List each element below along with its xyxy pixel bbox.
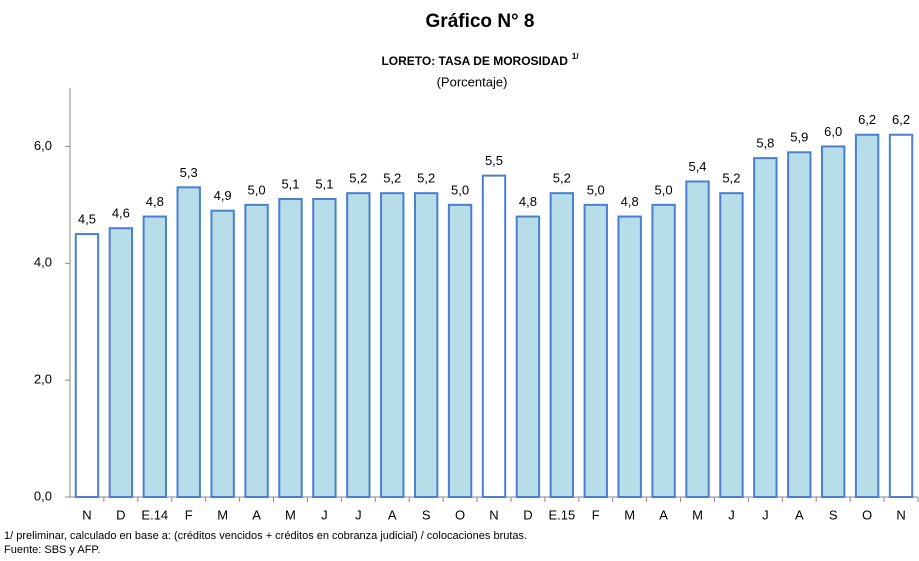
bar — [651, 203, 676, 498]
bar — [481, 174, 507, 498]
bar — [380, 192, 405, 499]
value-label: 4,6 — [112, 206, 130, 221]
x-tick-label: S — [422, 507, 431, 522]
x-tick-label: A — [795, 507, 804, 522]
value-label: 4,8 — [621, 194, 639, 209]
value-label: 5,1 — [281, 176, 299, 191]
x-tick-label: S — [829, 507, 838, 522]
value-label: 4,5 — [78, 212, 96, 227]
bar — [821, 145, 846, 499]
bar — [244, 203, 269, 498]
footnote: Fuente: SBS y AFP. — [4, 544, 100, 556]
footnote: 1/ preliminar, calculado en base a: (cré… — [4, 530, 527, 542]
x-tick-label: N — [489, 507, 498, 522]
x-tick-label: M — [285, 507, 296, 522]
y-tick-label: 0,0 — [34, 488, 52, 503]
value-label: 5,0 — [451, 182, 469, 197]
x-tick-label: O — [862, 507, 872, 522]
x-tick-label: A — [659, 507, 668, 522]
x-tick-label: A — [388, 507, 397, 522]
value-label: 5,5 — [485, 153, 503, 168]
bar — [210, 209, 235, 498]
x-tick-label: F — [592, 507, 600, 522]
x-tick-label: D — [523, 507, 532, 522]
bar — [447, 203, 473, 498]
y-tick-label: 6,0 — [34, 138, 52, 153]
x-tick-label: J — [321, 507, 328, 522]
value-label: 6,0 — [824, 124, 842, 139]
bar — [312, 198, 337, 498]
value-label: 5,1 — [315, 176, 333, 191]
value-label: 5,0 — [248, 182, 266, 197]
chart-title: Gráfico N° 8 — [426, 11, 535, 32]
value-label: 5,2 — [417, 171, 435, 186]
value-label: 5,2 — [553, 171, 571, 186]
value-label: 5,4 — [688, 159, 706, 174]
bar — [787, 151, 812, 498]
x-tick-label: J — [762, 507, 769, 522]
bar — [346, 192, 371, 499]
bar — [413, 192, 439, 499]
bar — [685, 180, 710, 498]
value-label: 4,8 — [146, 194, 164, 209]
value-label: 5,2 — [383, 171, 401, 186]
value-label: 5,0 — [655, 182, 673, 197]
bar — [583, 203, 608, 498]
value-label: 5,0 — [587, 182, 605, 197]
bar — [278, 198, 303, 498]
bar — [888, 133, 914, 498]
bar — [753, 157, 778, 498]
bar — [719, 192, 744, 499]
bar — [515, 215, 541, 499]
value-label: 5,2 — [722, 171, 740, 186]
y-tick-label: 2,0 — [34, 372, 52, 387]
value-label: 5,2 — [349, 171, 367, 186]
x-tick-label: M — [692, 507, 703, 522]
chart-subtitle: LORETO: TASA DE MOROSIDAD 1/ — [381, 52, 579, 68]
x-tick-label: F — [185, 507, 193, 522]
subtitle-note: 1/ — [572, 52, 579, 61]
x-tick-label: N — [82, 507, 91, 522]
subtitle-text: LORETO: TASA DE MOROSIDAD — [381, 54, 568, 68]
value-label: 5,8 — [756, 136, 774, 151]
x-tick-label: A — [252, 507, 261, 522]
x-tick-label: J — [728, 507, 735, 522]
bar — [108, 227, 134, 498]
bar — [854, 133, 880, 498]
bar — [74, 233, 100, 498]
value-label: 4,9 — [214, 188, 232, 203]
bar — [176, 186, 201, 498]
x-tick-label: M — [624, 507, 635, 522]
value-label: 4,8 — [519, 194, 537, 209]
unit-label: (Porcentaje) — [437, 74, 508, 89]
value-label: 5,3 — [180, 165, 198, 180]
bar — [142, 215, 167, 499]
x-tick-label: E.15 — [548, 507, 575, 522]
x-tick-label: J — [355, 507, 362, 522]
y-tick-label: 4,0 — [34, 255, 52, 270]
x-tick-label: N — [896, 507, 905, 522]
x-tick-label: M — [217, 507, 228, 522]
x-tick-label: D — [116, 507, 125, 522]
bar — [617, 215, 642, 499]
value-label: 6,2 — [892, 112, 910, 127]
bar — [549, 192, 575, 499]
value-label: 6,2 — [858, 112, 876, 127]
value-label: 5,9 — [790, 130, 808, 145]
x-tick-label: E.14 — [141, 507, 168, 522]
x-tick-label: O — [455, 507, 465, 522]
